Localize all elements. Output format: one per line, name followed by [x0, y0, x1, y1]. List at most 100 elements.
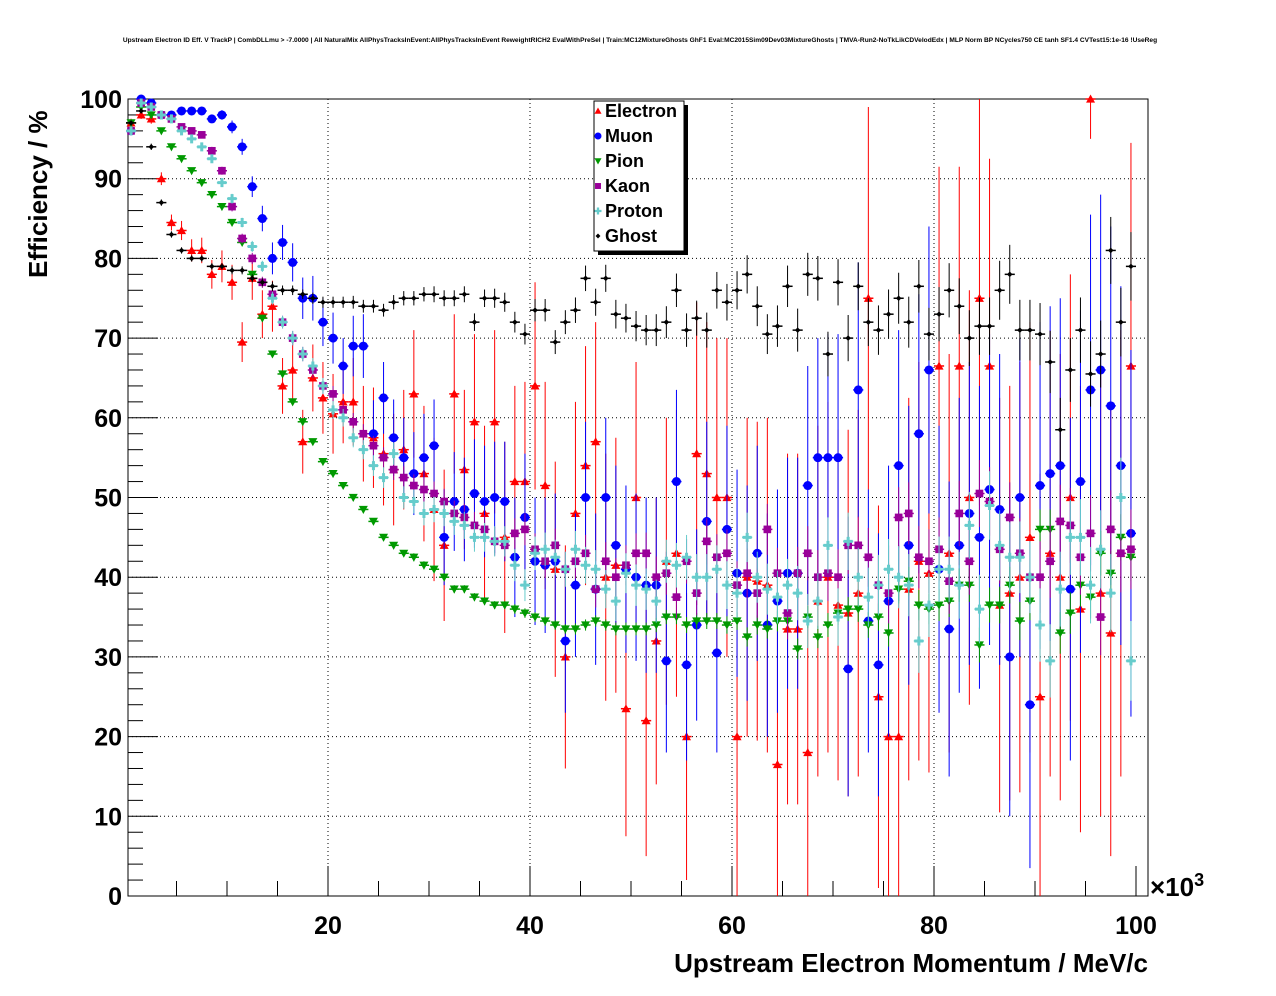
triangle-down-marker	[429, 565, 439, 574]
triangle-down-marker	[419, 561, 429, 570]
diamond-marker	[1077, 327, 1084, 333]
circle-marker	[358, 341, 368, 351]
diamond-marker	[461, 291, 468, 298]
x-multiplier: ×103	[1150, 870, 1204, 902]
diamond-marker	[976, 323, 983, 329]
square-marker	[723, 549, 731, 558]
triangle-down-marker	[338, 481, 348, 491]
diamond-marker	[229, 267, 235, 274]
square-marker	[591, 585, 600, 593]
circle-marker	[348, 341, 358, 351]
triangle-down-marker	[843, 605, 853, 614]
legend: Electron Muon Pion Kaon Proton Ghost	[593, 100, 688, 255]
cross-marker	[318, 381, 328, 391]
square-marker	[894, 513, 903, 522]
diamond-marker	[350, 299, 357, 306]
legend-label-ghost: Ghost	[605, 226, 657, 246]
square-marker	[238, 234, 246, 243]
cross-marker	[581, 560, 591, 570]
cross-marker	[985, 500, 995, 510]
triangle-up-marker	[1106, 628, 1116, 637]
cross-marker	[692, 572, 702, 582]
square-marker	[1127, 545, 1135, 554]
diamond-marker	[734, 287, 740, 294]
triangle-up-marker	[803, 748, 813, 757]
cross-marker	[146, 102, 156, 112]
circle-marker	[1075, 477, 1085, 487]
cross-marker	[156, 110, 166, 120]
diamond-marker	[966, 335, 973, 341]
diamond-marker	[693, 315, 700, 321]
diamond-marker	[996, 287, 1003, 294]
cross-marker	[853, 572, 863, 582]
square-marker	[430, 489, 438, 498]
diamond-marker	[279, 287, 286, 294]
diamond-marker	[310, 295, 316, 302]
square-marker	[228, 202, 236, 211]
triangle-down-marker	[379, 533, 389, 542]
triangle-down-marker	[530, 613, 540, 622]
diamond-marker	[1017, 327, 1023, 333]
diamond-marker	[148, 144, 155, 150]
cross-marker	[651, 596, 661, 606]
cross-marker	[166, 114, 176, 124]
triangle-down-marker	[762, 625, 772, 634]
diamond-marker	[724, 299, 730, 306]
square-marker	[359, 429, 368, 438]
diamond-marker	[602, 275, 609, 282]
diamond-marker	[481, 295, 488, 302]
cross-marker	[570, 544, 580, 554]
circle-marker	[833, 453, 843, 463]
square-marker	[975, 489, 984, 498]
cross-marker	[480, 532, 490, 542]
circle-marker	[601, 493, 611, 502]
triangle-down-marker	[570, 625, 580, 634]
cross-marker	[368, 461, 378, 471]
cross-marker	[722, 580, 732, 590]
circle-marker	[500, 496, 510, 506]
triangle-down-marker	[661, 613, 671, 622]
legend-label-kaon: Kaon	[605, 176, 650, 196]
x-axis-label: Upstream Electron Momentum / MeV/c	[674, 948, 1148, 978]
circle-marker	[894, 461, 904, 471]
triangle-up-marker	[621, 704, 631, 713]
cross-marker	[1015, 552, 1025, 562]
diamond-marker	[330, 299, 336, 306]
diamond-marker	[895, 295, 902, 302]
y-tick-label: 80	[94, 245, 122, 273]
triangle-down-marker	[813, 633, 823, 642]
cross-marker	[247, 241, 257, 251]
diamond-marker	[784, 283, 791, 290]
circle-marker	[318, 317, 328, 327]
circle-marker	[560, 636, 570, 646]
y-tick-label: 0	[108, 883, 122, 911]
diamond-marker	[1057, 426, 1064, 433]
triangle-down-marker	[500, 601, 510, 610]
triangle-down-marker	[594, 158, 602, 165]
square-marker	[915, 553, 923, 562]
circle-marker	[187, 106, 197, 116]
square-marker	[197, 131, 206, 139]
diamond-marker	[663, 319, 670, 325]
triangle-up-marker	[288, 365, 298, 374]
triangle-down-marker	[166, 143, 176, 152]
diamond-marker	[623, 315, 629, 321]
cross-marker	[298, 349, 308, 359]
square-marker	[1096, 613, 1105, 621]
diamond-marker	[259, 279, 266, 286]
circle-marker	[368, 429, 378, 439]
square-marker	[1086, 529, 1095, 538]
cross-marker	[459, 520, 469, 530]
cross-marker	[278, 317, 288, 327]
triangle-down-marker	[591, 617, 601, 626]
triangle-down-marker	[257, 314, 267, 323]
circle-marker	[439, 532, 449, 542]
triangle-up-marker	[641, 716, 651, 725]
diamond-marker	[926, 331, 932, 337]
triangle-down-marker	[702, 617, 712, 626]
triangle-down-marker	[510, 605, 520, 614]
circle-marker	[207, 114, 217, 124]
cross-marker	[207, 154, 217, 164]
cross-marker	[793, 588, 803, 598]
